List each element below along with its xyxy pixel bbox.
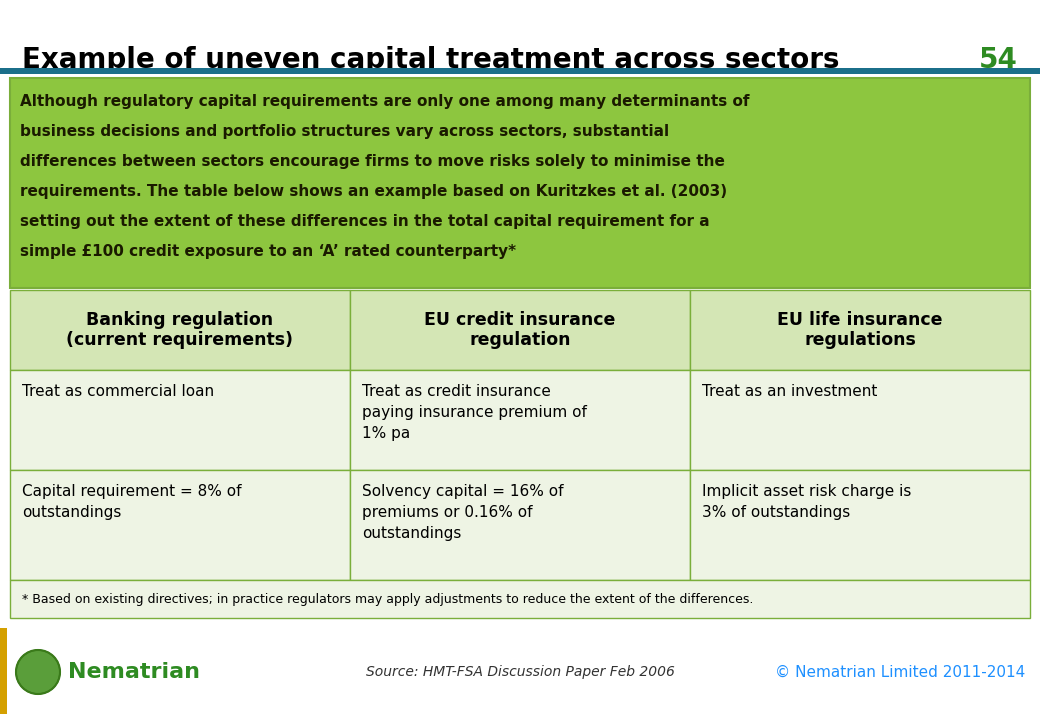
Text: simple £100 credit exposure to an ‘A’ rated counterparty*: simple £100 credit exposure to an ‘A’ ra… [20,244,516,259]
Text: Example of uneven capital treatment across sectors: Example of uneven capital treatment acro… [22,46,839,74]
Bar [10,580,1030,618]
Text: Treat as commercial loan: Treat as commercial loan [22,384,214,399]
Text: Treat as an investment: Treat as an investment [702,384,878,399]
Text: Source: HMT-FSA Discussion Paper Feb 2006: Source: HMT-FSA Discussion Paper Feb 200… [366,665,674,679]
Text: business decisions and portfolio structures vary across sectors, substantial: business decisions and portfolio structu… [20,124,669,139]
Bar [690,470,1030,580]
Text: Nematrian: Nematrian [68,662,200,682]
Text: differences between sectors encourage firms to move risks solely to minimise the: differences between sectors encourage fi… [20,154,725,169]
Bar [690,370,1030,470]
Text: © Nematrian Limited 2011-2014: © Nematrian Limited 2011-2014 [775,665,1025,680]
Bar [0,68,1040,74]
Text: Although regulatory capital requirements are only one among many determinants of: Although regulatory capital requirements… [20,94,750,109]
Text: setting out the extent of these differences in the total capital requirement for: setting out the extent of these differen… [20,214,709,229]
Text: Capital requirement = 8% of
outstandings: Capital requirement = 8% of outstandings [22,484,241,520]
Text: 54: 54 [979,46,1018,74]
Bar [10,290,350,370]
Text: Solvency capital = 16% of
premiums or 0.16% of
outstandings: Solvency capital = 16% of premiums or 0.… [362,484,564,541]
Circle shape [16,650,60,694]
Bar [10,78,1030,288]
Bar [350,470,690,580]
Bar [350,290,690,370]
Bar [690,290,1030,370]
Bar [350,370,690,470]
Text: Treat as credit insurance
paying insurance premium of
1% pa: Treat as credit insurance paying insuran… [362,384,587,441]
Text: Implicit asset risk charge is
3% of outstandings: Implicit asset risk charge is 3% of outs… [702,484,911,520]
Bar [0,628,7,714]
Text: requirements. The table below shows an example based on Kuritzkes et al. (2003): requirements. The table below shows an e… [20,184,727,199]
Bar [10,370,350,470]
Text: EU life insurance
regulations: EU life insurance regulations [777,310,942,349]
Text: EU credit insurance
regulation: EU credit insurance regulation [424,310,616,349]
Text: Banking regulation
(current requirements): Banking regulation (current requirements… [67,310,293,349]
Bar [10,470,350,580]
Text: * Based on existing directives; in practice regulators may apply adjustments to : * Based on existing directives; in pract… [22,593,753,606]
